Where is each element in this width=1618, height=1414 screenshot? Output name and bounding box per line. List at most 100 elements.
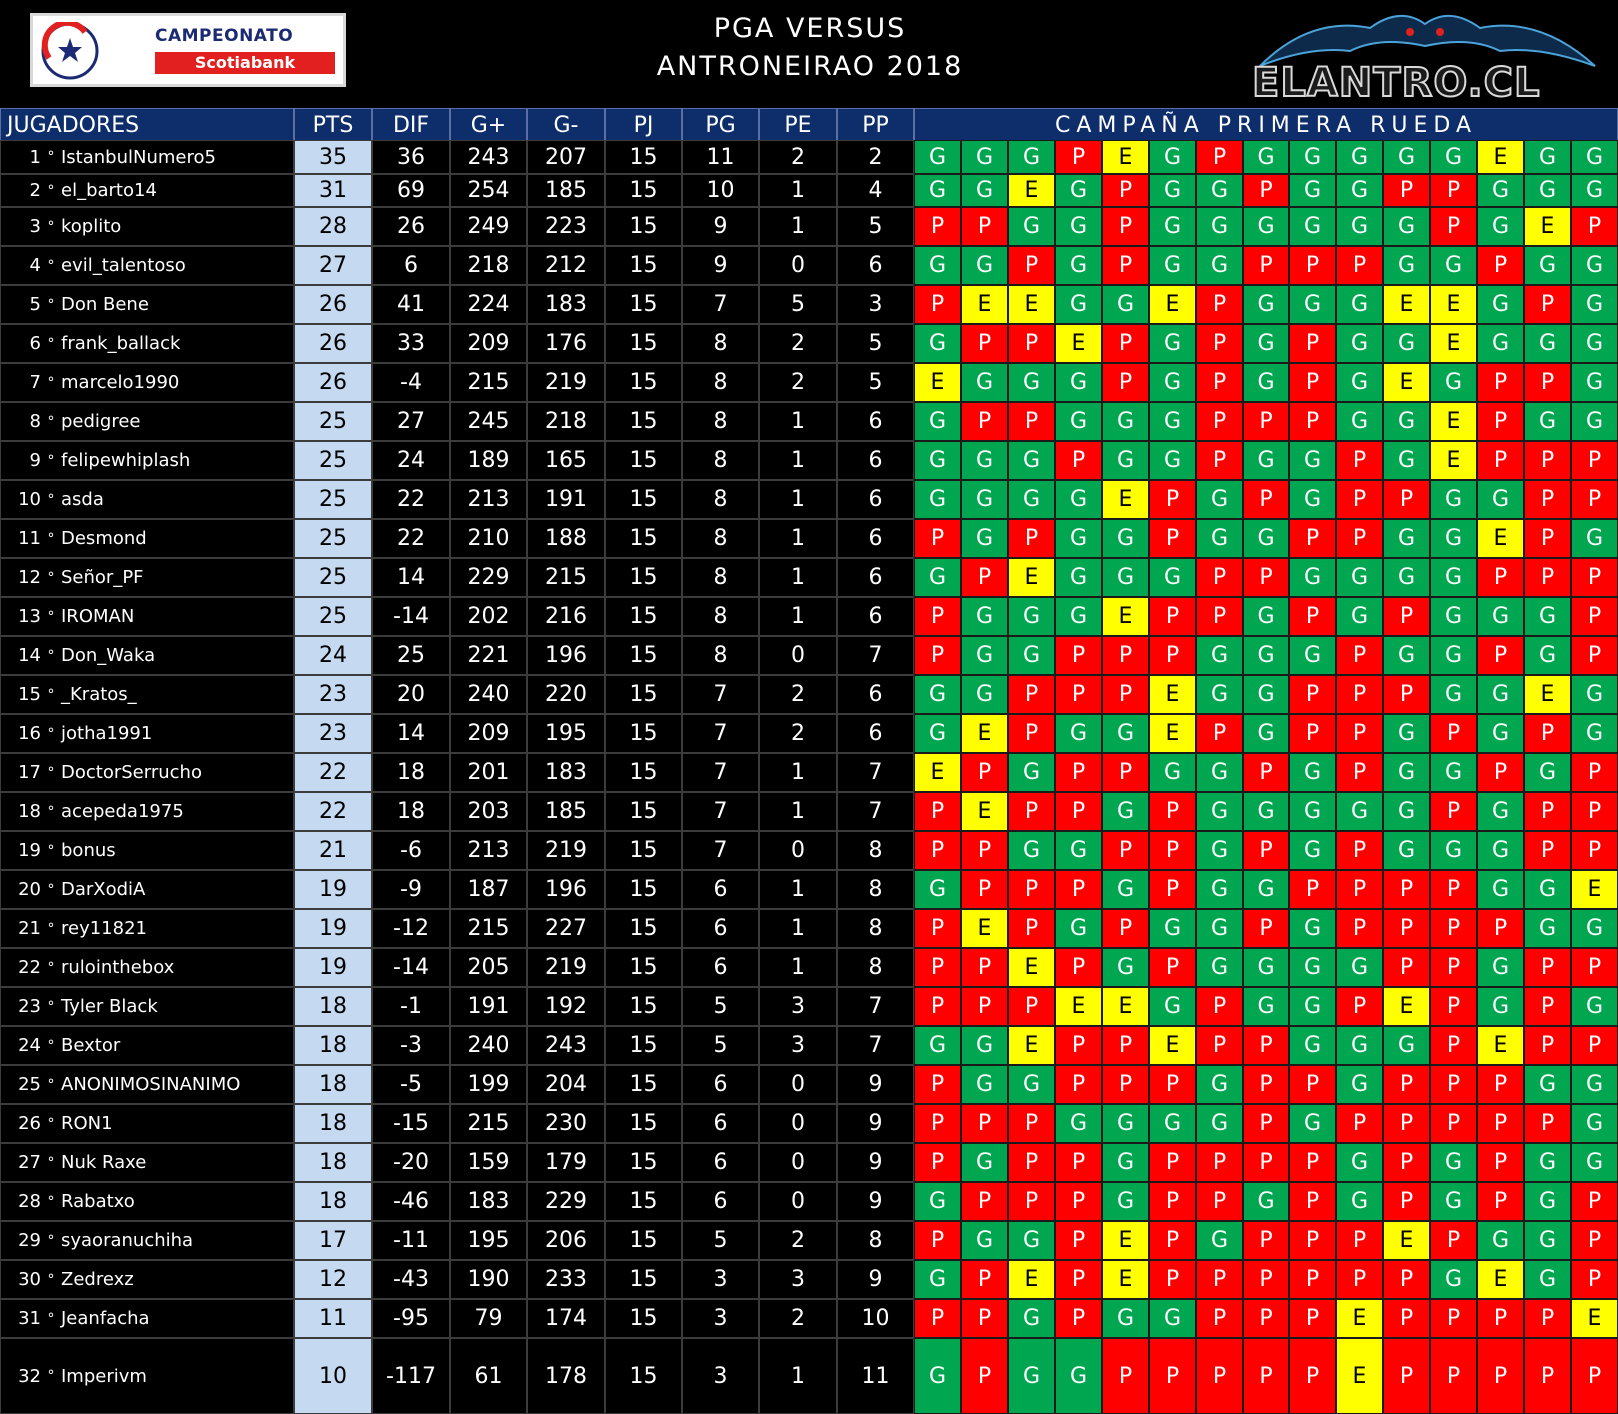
goals-against-cell: 183 (527, 285, 605, 324)
won-cell: 8 (682, 441, 759, 480)
rank-degree-mark: ° (47, 569, 55, 586)
match-result-cell: G (1289, 831, 1336, 870)
match-result-cell: G (1571, 402, 1618, 441)
match-result-cell: P (961, 558, 1008, 597)
match-result-cell: P (1055, 675, 1102, 714)
rank: 4 (29, 255, 41, 276)
points-cell: 35 (294, 140, 372, 174)
match-result-cell: G (1430, 636, 1477, 675)
match-result-cell: P (914, 1065, 961, 1104)
table-row: 10 ° asda 25 22 213 191 15 8 1 6 G G G G E P G P G P P G G P P (0, 480, 1618, 519)
match-result-cell: P (1430, 792, 1477, 831)
goals-for-cell: 245 (450, 402, 527, 441)
match-result-cell: G (914, 480, 961, 519)
rank-degree-mark: ° (47, 686, 55, 703)
table-row: 9 ° felipewhiplash 25 24 189 165 15 8 1 6 G G G P G G P G G… (0, 441, 1618, 480)
match-result-cell: G (1289, 636, 1336, 675)
match-result-cell: G (1571, 174, 1618, 207)
match-result-cell: P (1383, 1338, 1430, 1414)
match-result-cell: E (1008, 285, 1055, 324)
match-result-cell: P (1524, 948, 1571, 987)
match-result-cell: G (961, 363, 1008, 402)
goals-for-cell: 215 (450, 909, 527, 948)
goal-difference-cell: 14 (372, 558, 450, 597)
rank: 8 (29, 411, 41, 432)
goals-for-cell: 183 (450, 1182, 527, 1221)
match-result-cell: G (914, 1260, 961, 1299)
match-result-cell: E (1102, 1260, 1149, 1299)
match-result-cell: P (1196, 987, 1243, 1026)
goals-against-cell: 229 (527, 1182, 605, 1221)
match-result-cell: P (1243, 1338, 1289, 1414)
player-name: IROMAN (61, 606, 135, 627)
goals-against-cell: 183 (527, 753, 605, 792)
player-name: bonus (61, 840, 116, 861)
table-row: 17 ° DoctorSerrucho 22 18 201 183 15 7 1 7 E P G P P G G P… (0, 753, 1618, 792)
lost-cell: 7 (837, 792, 914, 831)
rank: 3 (29, 216, 41, 237)
goals-for-cell: 61 (450, 1338, 527, 1414)
match-result-cell: G (1336, 792, 1383, 831)
match-result-cell: P (1102, 675, 1149, 714)
drawn-cell: 2 (759, 140, 837, 174)
match-result-cell: P (1196, 1182, 1243, 1221)
match-result-cell: G (1430, 1182, 1477, 1221)
match-result-cell: P (1383, 1299, 1430, 1338)
match-result-cell: G (1524, 324, 1571, 363)
match-result-cell: G (1289, 1026, 1336, 1065)
goals-for-cell: 189 (450, 441, 527, 480)
player-cell: 11 ° Desmond (0, 519, 294, 558)
goal-difference-cell: -11 (372, 1221, 450, 1260)
played-cell: 15 (605, 1065, 682, 1104)
match-result-cell: G (961, 441, 1008, 480)
points-cell: 18 (294, 1182, 372, 1221)
goals-against-cell: 243 (527, 1026, 605, 1065)
match-result-cell: G (1149, 174, 1196, 207)
match-result-cell: P (1289, 1065, 1336, 1104)
match-result-cell: P (1289, 402, 1336, 441)
match-result-cell: G (1055, 519, 1102, 558)
match-result-cell: P (1383, 1065, 1430, 1104)
goals-against-cell: 165 (527, 441, 605, 480)
match-result-cell: G (1383, 1026, 1430, 1065)
match-result-cell: G (1289, 987, 1336, 1026)
match-result-cell: G (1430, 753, 1477, 792)
table-row: 28 ° Rabatxo 18 -46 183 229 15 6 0 9 G P P P G P P G P G P G P G… (0, 1182, 1618, 1221)
match-result-cell: G (1008, 636, 1055, 675)
points-cell: 18 (294, 1143, 372, 1182)
match-result-cell: G (1102, 1143, 1149, 1182)
rank: 18 (18, 801, 41, 822)
match-result-cell: P (1055, 1260, 1102, 1299)
match-result-cell: G (1196, 1104, 1243, 1143)
goals-against-cell: 185 (527, 174, 605, 207)
lost-cell: 6 (837, 558, 914, 597)
match-result-cell: G (1336, 1182, 1383, 1221)
match-result-cell: P (1149, 1182, 1196, 1221)
player-cell: 31 ° Jeanfacha (0, 1299, 294, 1338)
goal-difference-cell: 41 (372, 285, 450, 324)
goal-difference-cell: -9 (372, 870, 450, 909)
won-cell: 3 (682, 1260, 759, 1299)
match-result-cell: P (1383, 675, 1430, 714)
match-result-cell: G (1383, 753, 1430, 792)
match-result-cell: P (1102, 753, 1149, 792)
drawn-cell: 1 (759, 402, 837, 441)
match-result-cell: E (1102, 1221, 1149, 1260)
won-cell: 5 (682, 1026, 759, 1065)
match-result-cell: P (1102, 324, 1149, 363)
match-result-cell: G (1196, 519, 1243, 558)
goals-against-cell: 212 (527, 246, 605, 285)
lost-cell: 9 (837, 1104, 914, 1143)
match-result-cell: E (1055, 987, 1102, 1026)
rank-degree-mark: ° (47, 608, 55, 625)
played-cell: 15 (605, 246, 682, 285)
rank-degree-mark: ° (47, 1154, 55, 1171)
match-result-cell: P (1336, 1221, 1383, 1260)
player-cell: 26 ° RON1 (0, 1104, 294, 1143)
match-result-cell: G (1289, 285, 1336, 324)
match-result-cell: G (1477, 1221, 1524, 1260)
match-result-cell: P (1336, 480, 1383, 519)
lost-cell: 6 (837, 597, 914, 636)
match-result-cell: P (1149, 792, 1196, 831)
match-result-cell: G (914, 246, 961, 285)
